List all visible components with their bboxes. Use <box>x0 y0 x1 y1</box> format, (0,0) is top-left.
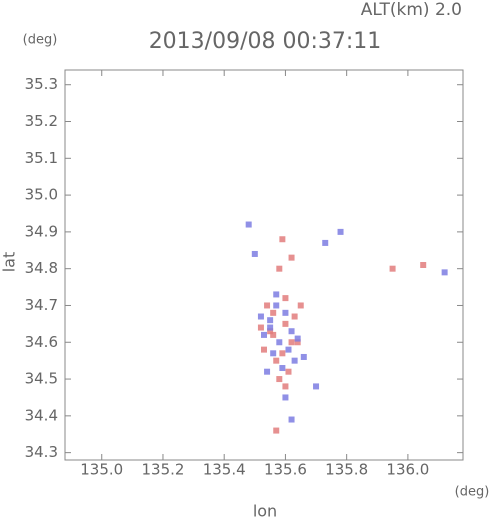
data-point <box>285 346 292 353</box>
x-tick-label: 135.2 <box>141 461 184 479</box>
data-point <box>279 365 286 372</box>
data-point <box>264 368 271 375</box>
y-tick-label: 34.6 <box>25 333 58 351</box>
data-point <box>267 324 274 331</box>
data-point <box>297 302 304 309</box>
data-point <box>337 228 344 235</box>
data-point <box>282 383 289 390</box>
data-point <box>273 302 280 309</box>
data-point <box>257 324 264 331</box>
y-tick-label: 34.4 <box>25 406 58 424</box>
data-point <box>282 394 289 401</box>
annotation: ALT(km) 2.0 <box>361 0 462 20</box>
data-point <box>273 291 280 298</box>
data-point <box>282 295 289 302</box>
data-point <box>279 350 286 357</box>
data-point <box>441 269 448 276</box>
y-unit: (deg) <box>23 33 58 48</box>
data-point <box>389 265 396 272</box>
x-unit: (deg) <box>455 485 490 500</box>
y-tick-label: 34.7 <box>25 296 58 314</box>
y-tick-label: 35.1 <box>25 149 58 167</box>
data-point <box>270 331 277 338</box>
data-point <box>261 346 267 353</box>
data-point <box>261 331 267 338</box>
data-point <box>288 328 295 335</box>
data-point <box>420 262 427 268</box>
y-axis-label: lat <box>0 252 19 273</box>
data-point <box>273 357 280 364</box>
data-point <box>267 328 274 335</box>
data-point <box>322 239 329 246</box>
data-point <box>270 309 277 316</box>
y-tick-label: 35.3 <box>25 75 58 93</box>
data-point <box>288 339 295 346</box>
chart-title: 2013/09/08 00:37:11 <box>149 29 382 54</box>
data-point <box>291 357 298 364</box>
x-tick-label: 135.4 <box>203 461 246 479</box>
y-tick-label: 34.5 <box>25 370 58 388</box>
data-point <box>282 320 289 327</box>
data-point <box>288 416 295 423</box>
data-point <box>276 339 283 346</box>
y-tick-label: 34.9 <box>25 222 58 240</box>
x-tick-label: 135.0 <box>80 461 123 479</box>
x-tick-label: 135.8 <box>325 461 368 479</box>
data-point <box>300 353 307 360</box>
data-point <box>288 254 295 261</box>
data-point <box>251 250 258 257</box>
x-tick-label: 136.0 <box>386 461 429 479</box>
y-tick-label: 34.8 <box>25 259 58 277</box>
data-point <box>294 335 301 342</box>
data-point <box>279 236 286 243</box>
data-point <box>285 368 292 375</box>
data-point <box>282 309 289 316</box>
y-tick-label: 34.3 <box>25 443 58 461</box>
data-point <box>291 313 298 320</box>
data-point <box>276 376 283 383</box>
data-point <box>313 383 320 390</box>
data-point <box>267 317 274 324</box>
x-tick-label: 135.6 <box>264 461 307 479</box>
data-point <box>294 339 301 346</box>
data-point <box>245 221 252 228</box>
data-point <box>257 313 264 320</box>
y-tick-label: 35.0 <box>25 186 58 204</box>
data-point <box>276 265 283 272</box>
data-point <box>264 302 271 309</box>
plot-frame <box>64 69 464 461</box>
data-point <box>273 427 280 434</box>
x-axis-label: lon <box>253 502 277 521</box>
data-point <box>270 350 277 357</box>
y-tick-label: 35.2 <box>25 112 58 130</box>
